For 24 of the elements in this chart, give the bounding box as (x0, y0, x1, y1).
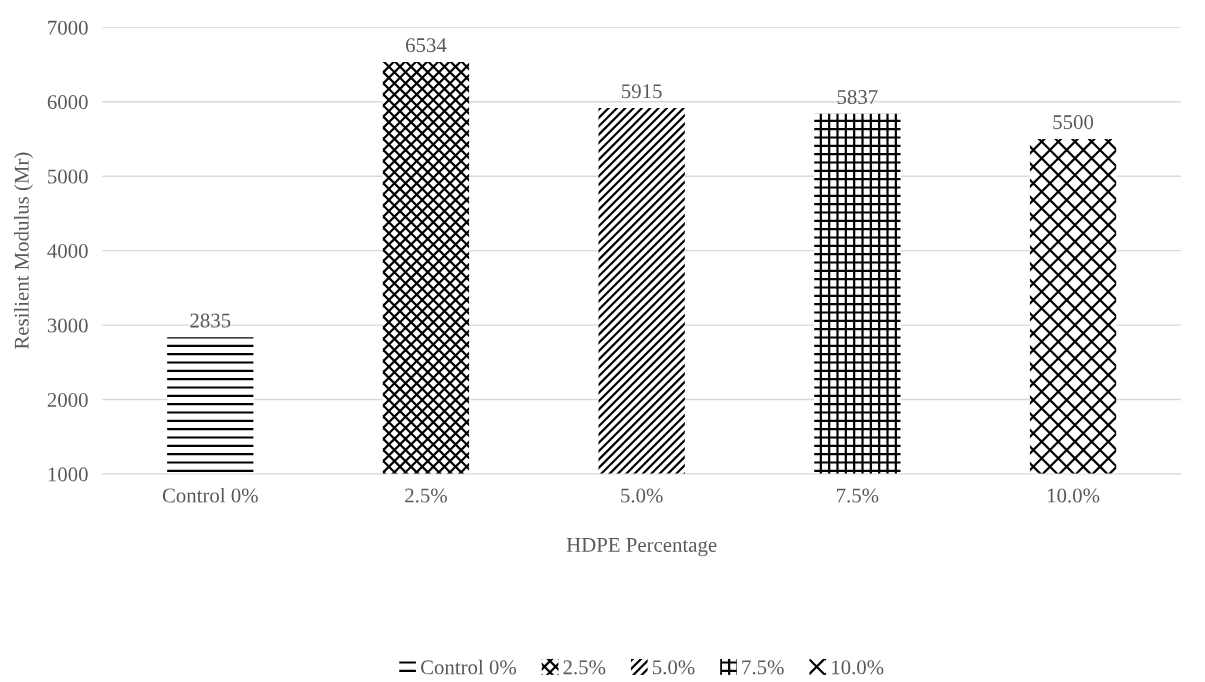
x-tick-label: 5.0% (621, 488, 663, 503)
x-axis-title: HDPE Percentage (566, 538, 717, 557)
data-label: 2835 (190, 313, 231, 328)
x-tick-label: 2.5% (405, 488, 447, 503)
legend-label: 5.0% (653, 660, 695, 675)
y-axis-title: Resilient Modulus (Mr) (14, 152, 33, 349)
legend-label: 2.5% (563, 660, 606, 675)
y-tick-label: 7000 (48, 20, 88, 35)
data-label: 5500 (1053, 115, 1094, 130)
y-tick-label: 2000 (47, 392, 88, 407)
legend-label: 7.5% (742, 660, 784, 675)
legend-label: 10.0% (832, 660, 884, 675)
data-label: 5915 (622, 84, 662, 99)
data-label: 5837 (837, 90, 878, 105)
x-tick-label: 10.0% (1047, 488, 1100, 503)
x-tick-label: Control 0% (162, 487, 258, 503)
y-tick-label: 3000 (47, 318, 88, 333)
data-label: 6534 (406, 38, 447, 53)
y-tick-label: 4000 (47, 244, 88, 259)
x-tick-label: 7.5% (837, 488, 879, 503)
y-tick-label: 1000 (48, 467, 88, 482)
legend-label: Control 0% (420, 659, 517, 675)
y-tick-label: 5000 (48, 169, 88, 184)
y-tick-label: 6000 (47, 95, 88, 110)
